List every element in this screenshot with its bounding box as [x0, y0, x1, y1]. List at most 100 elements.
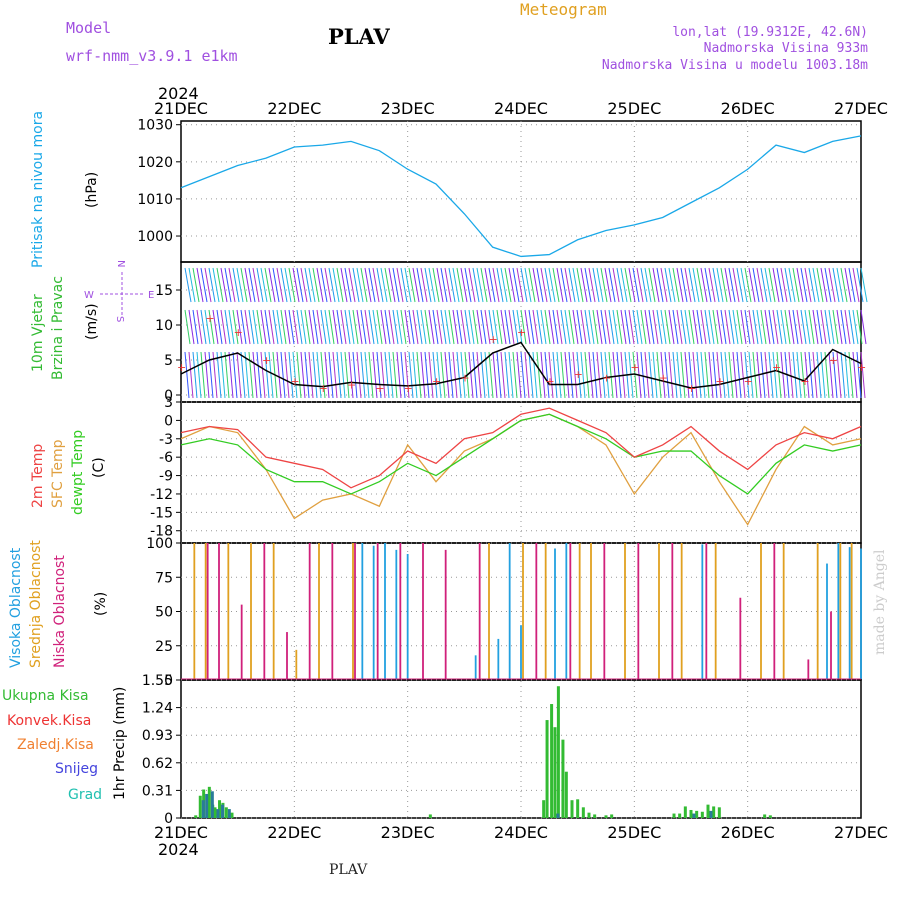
wind-arrow [384, 351, 390, 399]
dewpoint-line [180, 413, 862, 495]
wind-arrow [380, 351, 386, 399]
wind-arrow [512, 309, 519, 345]
wind-arrow [412, 309, 419, 345]
wind-arrow [772, 351, 778, 399]
time-tick-top: 25DEC [607, 99, 661, 118]
wind-arrow [500, 351, 506, 399]
wind-arrow [652, 351, 658, 399]
wind-arrow [352, 309, 359, 345]
wind-arrow [240, 309, 247, 345]
time-tick-bottom: 21DEC [154, 823, 208, 842]
wind-arrow [820, 351, 826, 399]
wind-arrow [392, 351, 398, 399]
wind-arrow [584, 309, 591, 345]
wind-arrow [592, 267, 600, 303]
wind-arrow [436, 309, 443, 345]
wind-arrow [280, 267, 288, 303]
wind-arrow [556, 351, 562, 399]
wind-arrow [860, 351, 866, 399]
wind-arrow [624, 267, 632, 303]
wind-arrow [632, 351, 638, 399]
wind-arrow [620, 267, 628, 303]
wind-arrow [292, 309, 299, 345]
wind-arrow [444, 309, 451, 345]
wind-arrow [304, 309, 311, 345]
wind-arrow [428, 309, 435, 345]
wind-arrow [380, 267, 388, 303]
wind-arrow [672, 309, 679, 345]
wind-arrow [636, 267, 644, 303]
wind-arrow [512, 267, 520, 303]
gust-marker: + [290, 375, 299, 388]
wind-arrow [796, 351, 802, 399]
wind-arrow [788, 309, 795, 345]
wind-arrow [392, 267, 400, 303]
precip-total-bar [556, 686, 560, 818]
wind-arrow [532, 309, 539, 345]
wind-arrow [460, 309, 467, 345]
wind-arrow [800, 309, 807, 345]
wind-arrow [724, 309, 731, 345]
wind-arrow [472, 309, 479, 345]
precip-total-bar [700, 811, 704, 818]
wind-arrow [836, 351, 842, 399]
wind-arrow [348, 309, 355, 345]
wind-arrow [356, 351, 362, 399]
wind-arrow [320, 351, 326, 399]
wind-arrow [236, 267, 244, 303]
wind-arrow [304, 267, 312, 303]
wind-arrow [256, 309, 263, 345]
wind-arrow [716, 309, 723, 345]
wind-arrow [640, 351, 646, 399]
precip-total-bar [545, 720, 549, 818]
wind-arrow [728, 351, 734, 399]
wind-arrow [804, 267, 812, 303]
wind-arrow [840, 351, 846, 399]
wind-arrow [508, 267, 516, 303]
gust-marker: + [630, 361, 639, 374]
wind-arrow [668, 309, 675, 345]
wind-arrow [564, 309, 571, 345]
wind-arrow [580, 309, 587, 345]
wind-arrow [764, 351, 770, 399]
wind-arrow [788, 351, 794, 399]
wind-speed-line [180, 341, 862, 389]
compass-w: W [84, 290, 94, 301]
elevation-label: Nadmorska Visina 933m [703, 41, 868, 56]
wind-arrow [520, 309, 527, 345]
wind-arrow [536, 267, 544, 303]
gust-marker: + [262, 354, 271, 367]
precip-snow-bar [205, 793, 209, 818]
wind-arrow [448, 309, 455, 345]
wind-arrow [832, 309, 839, 345]
year-label-bottom: 2024 [158, 840, 199, 859]
gust-marker: + [489, 333, 498, 346]
wind-arrow [272, 309, 279, 345]
wind-arrow [292, 267, 300, 303]
time-tick-top: 26DEC [721, 99, 775, 118]
wind-arrow [208, 267, 216, 303]
precip-snow-bar [709, 810, 713, 818]
precip-total-bar [683, 806, 687, 818]
wind-arrow [436, 267, 444, 303]
precip-snow-bar [556, 813, 560, 818]
wind-arrow [420, 267, 428, 303]
wind-arrow [224, 267, 232, 303]
wind-arrow [428, 267, 436, 303]
gust-marker: + [319, 382, 328, 395]
wind-arrow [604, 351, 610, 399]
wind-arrow [588, 309, 595, 345]
wind-arrow [400, 351, 406, 399]
wind-arrow [716, 267, 724, 303]
wind-arrow [380, 309, 387, 345]
wind-arrow [684, 267, 692, 303]
pressure-line [180, 135, 862, 258]
wind-unit: (m/s) [84, 303, 100, 340]
gust-marker: + [602, 372, 611, 385]
wind-arrow [228, 309, 235, 345]
wind-arrow [476, 309, 483, 345]
wind-arrow [680, 309, 687, 345]
wind-arrow [828, 351, 834, 399]
y-tick-label: 10 [155, 318, 173, 334]
